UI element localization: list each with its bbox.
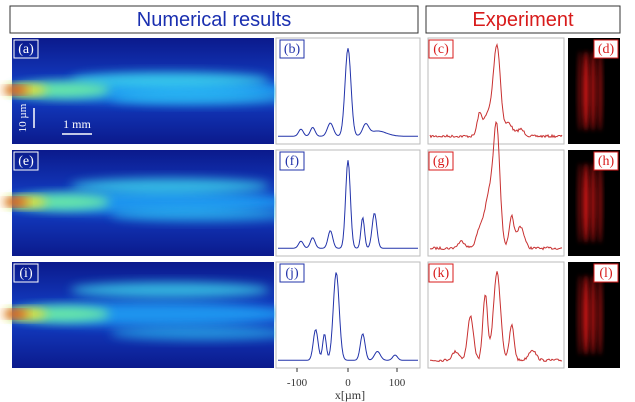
panel-label: (f): [285, 154, 299, 169]
tick-label: 100: [389, 377, 406, 389]
panel-label-box: [593, 39, 619, 59]
header-box: [9, 5, 419, 34]
profile-curve: [278, 48, 418, 137]
streak: [597, 163, 603, 243]
axis-label: x[µm]: [335, 388, 365, 402]
beam: [110, 326, 290, 341]
beam: [4, 87, 28, 93]
streak: [590, 275, 596, 355]
panel-label-box: [13, 151, 39, 171]
streak: [597, 51, 603, 131]
panel-label: (i): [19, 266, 33, 281]
profile-curve: [278, 160, 418, 249]
profile-curve: [429, 120, 563, 251]
panel-label: (j): [285, 266, 299, 281]
beam: [4, 199, 28, 205]
streak: [590, 163, 596, 243]
streak: [583, 51, 589, 131]
panel-label: (b): [284, 42, 301, 57]
tick-label: -100: [287, 377, 308, 389]
panel-label: (e): [18, 154, 34, 169]
streak: [577, 51, 583, 131]
profile-curve: [430, 271, 563, 363]
panel-label-box: [593, 151, 619, 171]
scale-label: 1 mm: [63, 117, 91, 131]
header: Experiment: [472, 9, 574, 31]
scale-label: 10 µm: [17, 103, 29, 132]
streak: [583, 275, 589, 355]
panel-label-box: [279, 39, 305, 59]
panel-label-box: [428, 263, 454, 283]
panel-label-box: [593, 263, 619, 283]
panel-label-box: [428, 39, 454, 59]
streak: [577, 163, 583, 243]
streak: [583, 163, 589, 243]
streak: [577, 275, 583, 355]
profile-panel: [275, 37, 421, 145]
beam: [4, 311, 28, 317]
panel-label-box: [279, 151, 305, 171]
tick-label: 0: [345, 377, 351, 389]
panel-label-box: [13, 39, 39, 59]
beam: [110, 91, 290, 105]
panel-label-box: [13, 263, 39, 283]
panel-label: (d): [598, 42, 615, 57]
panel-label: (h): [598, 154, 615, 169]
beam: [110, 207, 290, 222]
panel-label: (l): [599, 266, 613, 281]
panel-label: (g): [433, 154, 450, 169]
panel-label-box: [279, 263, 305, 283]
profile-curve: [278, 272, 418, 361]
beam: [70, 282, 270, 298]
panel-label: (c): [433, 42, 449, 57]
panel-label: (a): [18, 42, 34, 57]
panel-label-box: [428, 151, 454, 171]
profile-curve: [429, 43, 563, 139]
header: Numerical results: [137, 9, 291, 31]
streak: [590, 51, 596, 131]
beam: [70, 72, 270, 88]
streak: [597, 275, 603, 355]
header-box: [425, 5, 621, 34]
beam: [70, 178, 270, 194]
panel-label: (k): [433, 266, 450, 281]
